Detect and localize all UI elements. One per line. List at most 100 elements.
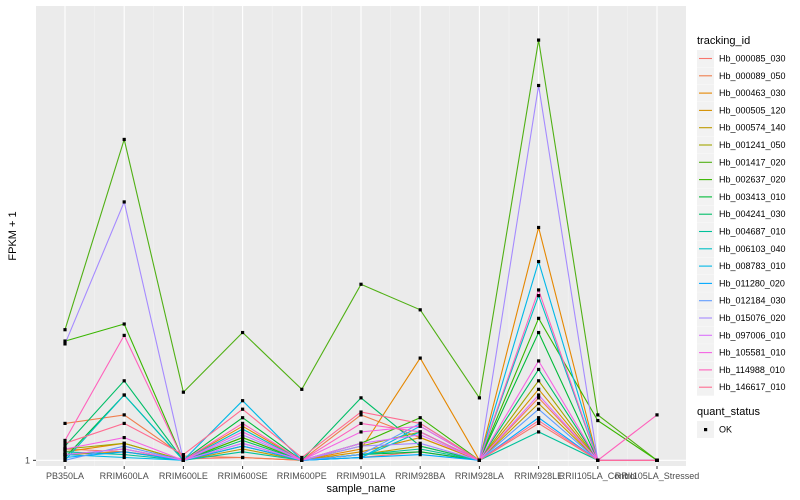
legend-item: Hb_000574_140 (697, 119, 786, 137)
data-point (418, 433, 422, 437)
data-point (418, 450, 422, 454)
x-tick-label: RRIM928LA (455, 471, 504, 481)
legend-item: Hb_012184_030 (697, 292, 786, 310)
x-axis-title: sample_name (326, 483, 395, 495)
data-point (122, 436, 126, 440)
data-point (418, 430, 422, 434)
legend-item: Hb_097006_010 (697, 326, 786, 344)
data-point (418, 447, 422, 451)
legend-item: Hb_004687_010 (697, 223, 786, 240)
data-point (359, 396, 363, 400)
legend-item: Hb_001241_050 (697, 136, 786, 154)
data-point (418, 416, 422, 420)
legend-item: Hb_011280_020 (697, 274, 785, 292)
data-point (122, 453, 126, 457)
data-point (241, 421, 245, 426)
data-point (122, 137, 126, 142)
data-point (122, 413, 126, 417)
data-point (537, 418, 541, 423)
legend-item: Hb_002637_020 (697, 171, 786, 189)
data-point (181, 458, 185, 462)
data-point (359, 282, 363, 286)
legend-label: Hb_000574_140 (719, 123, 786, 133)
data-point (596, 418, 600, 423)
legend-label: Hb_114988_010 (719, 365, 785, 375)
data-point (537, 259, 541, 264)
legend-item: Hb_000505_120 (697, 101, 786, 119)
data-point (122, 450, 126, 454)
legend-label: Hb_001241_050 (719, 140, 786, 150)
data-point (537, 359, 541, 363)
data-point (241, 407, 245, 411)
data-point (477, 458, 481, 462)
x-tick-label: PB350LA (46, 471, 84, 481)
data-point (359, 447, 363, 451)
data-point (537, 407, 541, 411)
legend-label: Hb_097006_010 (719, 330, 786, 340)
data-point (359, 441, 363, 445)
legend-shape-item: OK (697, 421, 732, 438)
legend: tracking_id Hb_000085_030 Hb_000089_050 Hb… (697, 35, 786, 438)
x-tick-label: RRIM600SE (218, 471, 268, 481)
data-point (63, 421, 67, 426)
data-point (537, 401, 541, 406)
legend-item: Hb_001417_020 (697, 153, 786, 171)
legend-item: Hb_000089_050 (697, 67, 786, 85)
data-point (122, 393, 126, 397)
data-point (122, 379, 126, 383)
data-point (359, 455, 363, 460)
data-point (122, 322, 126, 326)
data-point (537, 38, 541, 42)
x-tick-label: RRII105LA_Stressed (615, 471, 700, 481)
data-point (418, 421, 422, 426)
legend-label: Hb_012184_030 (719, 296, 786, 306)
data-point (359, 444, 363, 448)
data-point (477, 396, 481, 400)
data-point (537, 430, 541, 434)
data-point (63, 444, 67, 448)
legend-label: Hb_002637_020 (719, 175, 786, 185)
data-point (300, 458, 304, 462)
legend-label: Hb_003413_010 (719, 192, 786, 202)
data-point (655, 413, 659, 417)
legend-label: Hb_000463_030 (719, 88, 786, 98)
data-point (63, 339, 67, 343)
data-point (241, 427, 245, 431)
legend-item: Hb_003413_010 (697, 188, 786, 206)
data-point (241, 436, 245, 440)
legend-item: Hb_008783_010 (697, 257, 786, 275)
legend-label: Hb_146617_010 (719, 382, 786, 392)
legend-label: Hb_008783_010 (719, 261, 786, 271)
y-axis-title: FPKM + 1 (7, 211, 19, 260)
data-point (596, 458, 600, 462)
data-point (241, 433, 245, 437)
legend-label: Hb_000085_030 (719, 54, 786, 64)
legend-item: Hb_015076_020 (697, 309, 786, 327)
data-point (241, 447, 245, 451)
data-points (63, 38, 659, 462)
data-point (418, 441, 422, 445)
data-point (537, 330, 541, 335)
data-point (537, 379, 541, 383)
data-point (537, 83, 541, 88)
data-point (418, 308, 422, 312)
data-point (122, 441, 126, 445)
legend-item: Hb_000463_030 (697, 84, 786, 102)
data-point (122, 200, 126, 204)
data-point (537, 288, 541, 292)
data-point (181, 453, 185, 457)
data-point (537, 421, 541, 426)
legend-point (704, 428, 708, 432)
data-point (241, 438, 245, 443)
data-point (63, 438, 67, 443)
data-point (537, 316, 541, 320)
data-point (537, 387, 541, 391)
data-point (241, 441, 245, 445)
legend-label: Hb_004241_030 (719, 209, 786, 219)
data-point (122, 421, 126, 426)
data-point (359, 410, 363, 414)
data-point (241, 450, 245, 454)
data-point (122, 447, 126, 451)
legend-title: tracking_id (697, 35, 750, 47)
